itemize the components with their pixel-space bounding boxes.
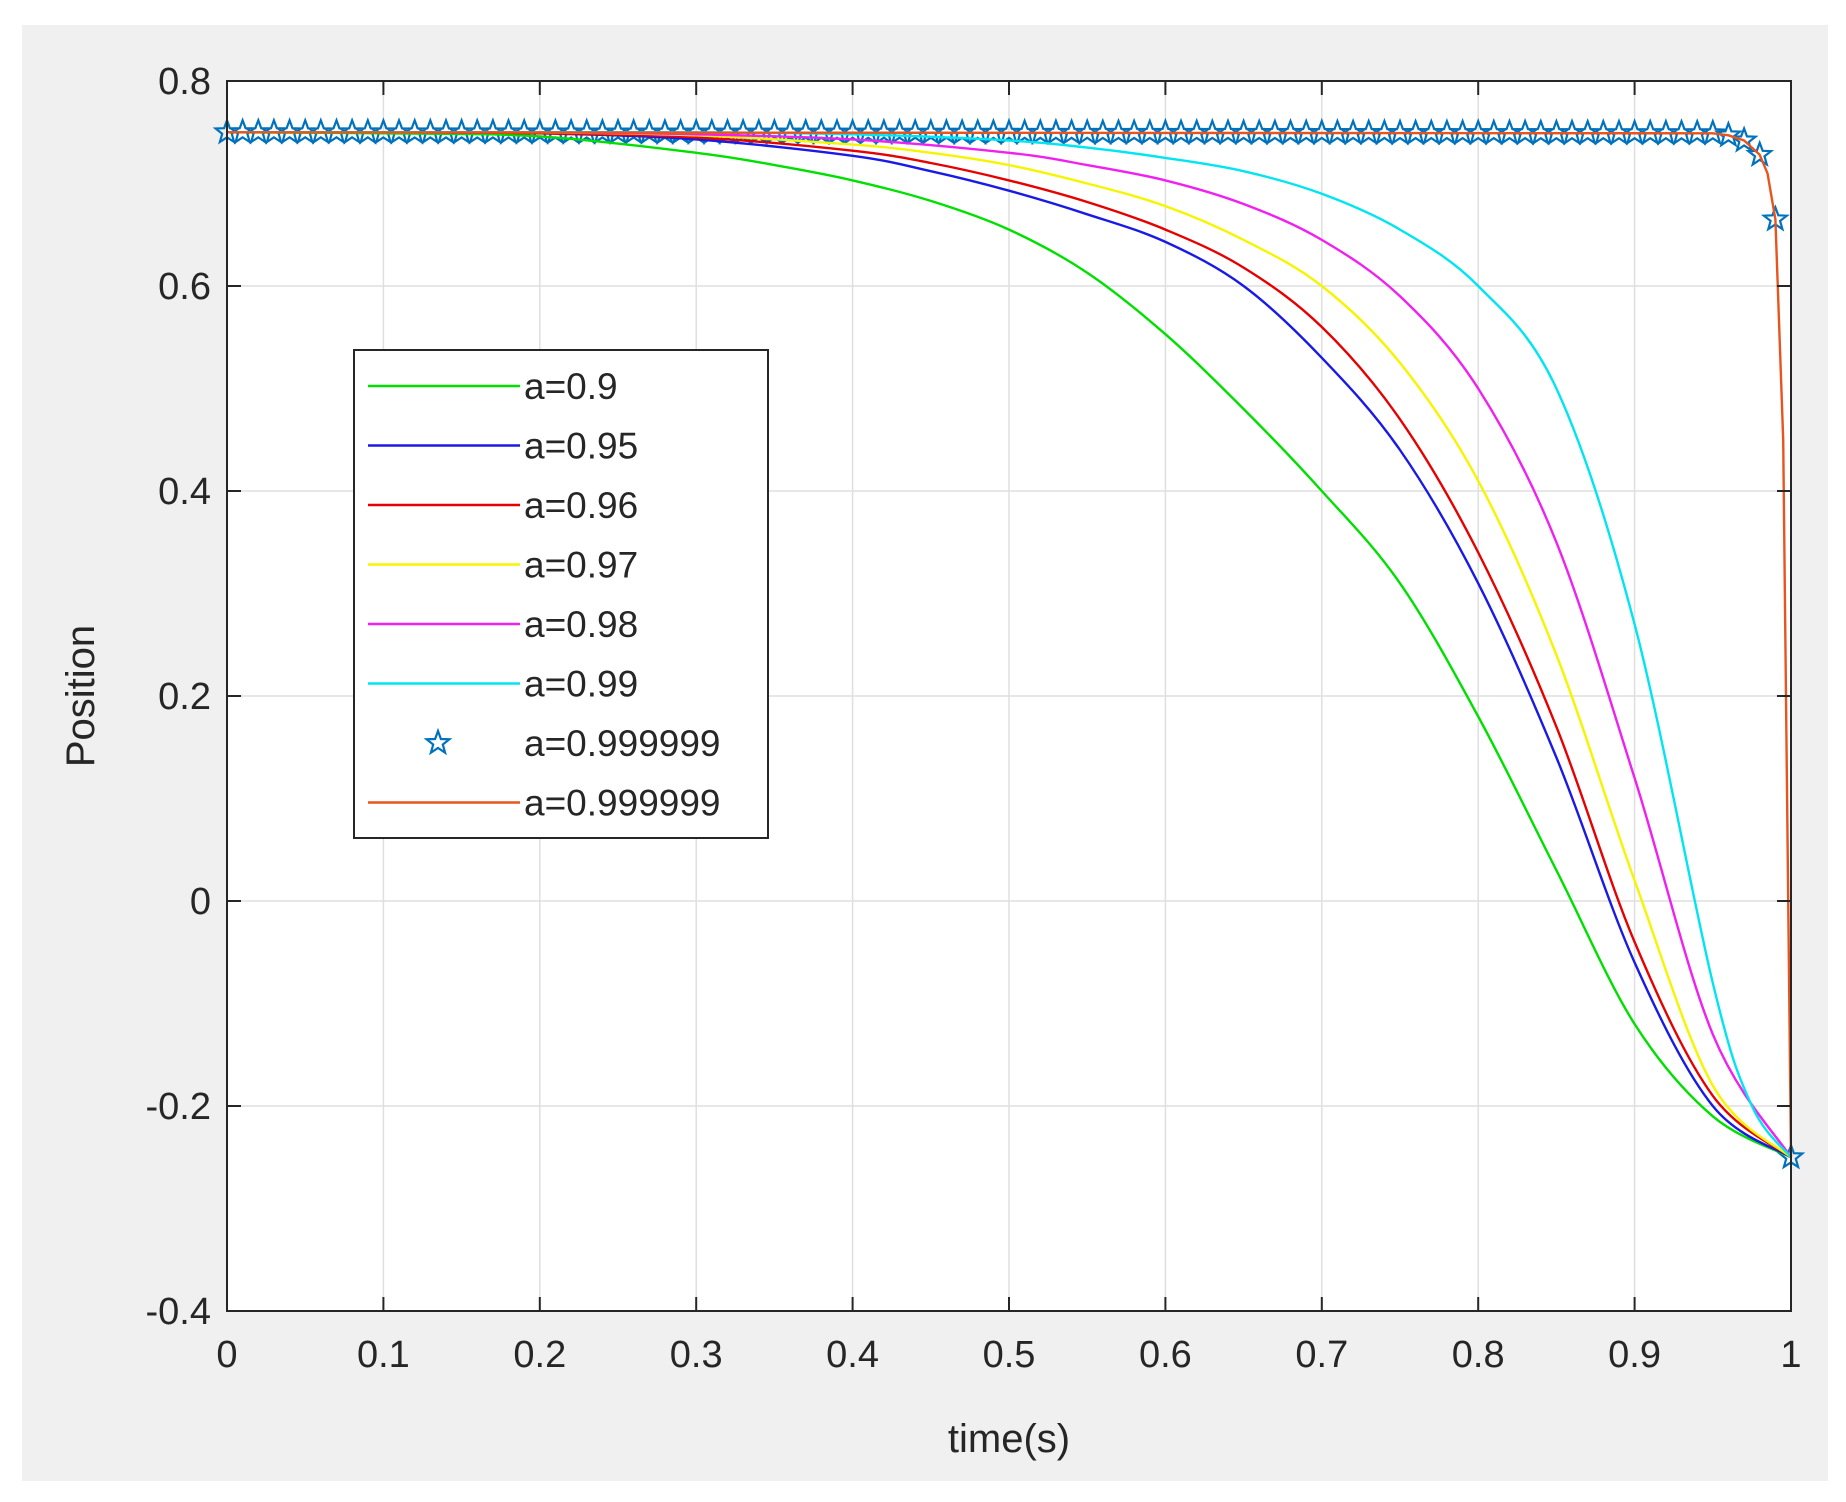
legend-label-0: a=0.9 (524, 366, 618, 407)
series-0-line (226, 131, 1792, 1159)
series-6-point-98 (1745, 139, 1775, 168)
y-tick-label: 0.6 (158, 266, 211, 308)
series-6-point-95 (1698, 118, 1728, 146)
y-tick-label: 0.4 (158, 471, 211, 513)
x-axis-ticks: 0 0.1 0.2 0.3 0.4 0.5 0.6 0.7 0.8 0.9 1 (216, 81, 1802, 1376)
x-tick-label: 0.6 (1139, 1334, 1192, 1376)
y-tick-label: -0.2 (146, 1086, 211, 1128)
x-tick-label: 0 (216, 1334, 237, 1376)
y-axis-ticks: -0.4 -0.2 0 0.2 0.4 0.6 0.8 (146, 61, 1791, 1333)
legend-label-6: a=0.999999 (524, 723, 721, 764)
y-tick-label: 0 (190, 881, 211, 923)
legend-label-4: a=0.98 (524, 604, 638, 645)
series-6-point-96 (1713, 120, 1743, 148)
y-tick-label: 0.2 (158, 676, 211, 718)
x-tick-label: 0.7 (1295, 1334, 1348, 1376)
legend-label-1: a=0.95 (524, 426, 638, 467)
x-tick-label: 0.2 (513, 1334, 566, 1376)
x-tick-label: 0.8 (1452, 1334, 1505, 1376)
legend-label-3: a=0.97 (524, 545, 638, 586)
legend-swatch-6 (423, 727, 453, 756)
series-lines (212, 117, 1806, 1170)
x-tick-label: 0.5 (983, 1334, 1036, 1376)
x-tick-label: 0.1 (357, 1334, 410, 1376)
x-tick-label: 1 (1780, 1334, 1801, 1376)
x-tick-label: 0.3 (670, 1334, 723, 1376)
legend-label-5: a=0.99 (524, 664, 638, 705)
x-tick-label: 0.9 (1608, 1334, 1661, 1376)
series-7-line (226, 131, 1793, 1158)
x-tick-label: 0.4 (826, 1334, 879, 1376)
legend-label-7: a=0.999999 (524, 783, 721, 824)
y-axis-label: Position (59, 625, 103, 767)
y-tick-label: -0.4 (146, 1291, 211, 1333)
legend-box (353, 349, 769, 839)
x-axis-label: time(s) (948, 1417, 1070, 1461)
legend-entries: a=0.9 a=0.95 a=0.96 a=0.97 a=0.98 a=0.99 a=0.9… (368, 366, 721, 824)
legend: a=0.9 a=0.95 a=0.96 a=0.97 a=0.98 a=0.99 a=0.9… (353, 349, 769, 839)
legend-label-2: a=0.96 (524, 485, 638, 526)
y-tick-label: 0.8 (158, 61, 211, 103)
series-2-line (226, 131, 1792, 1159)
